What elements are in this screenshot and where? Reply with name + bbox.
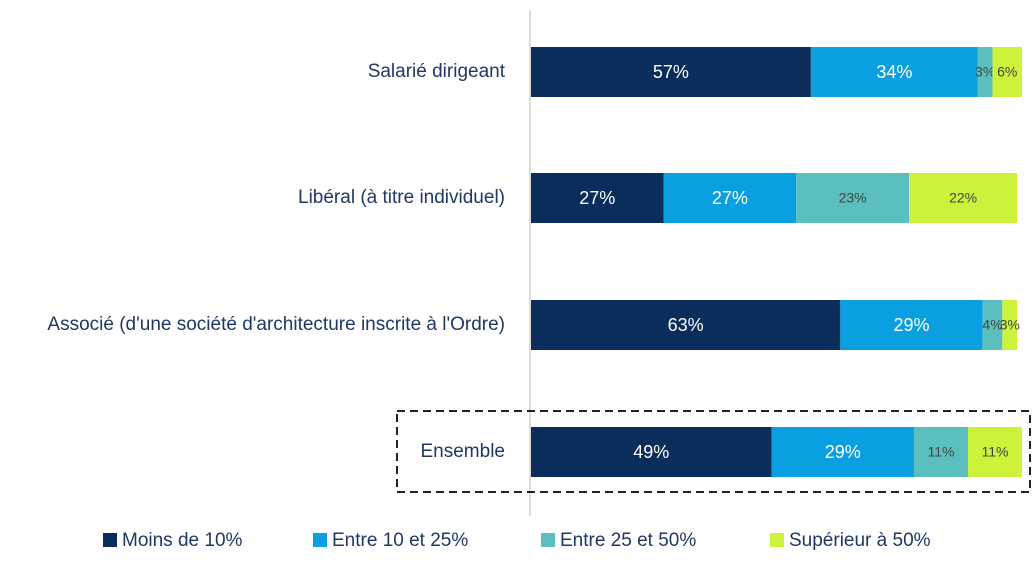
legend-label: Supérieur à 50%: [789, 530, 931, 551]
value-label: 27%: [579, 188, 615, 208]
bar-segment: [1002, 300, 1018, 350]
category-label-box: Associé (d'une société d'architecture in…: [5, 285, 505, 365]
bar-segment: [840, 300, 983, 350]
legend-label: Entre 25 et 50%: [560, 530, 696, 551]
legend-swatch: [770, 533, 784, 547]
value-label: 6%: [997, 64, 1017, 80]
bar-segment: [977, 47, 993, 97]
legend-label: Entre 10 et 25%: [332, 530, 468, 551]
bar-segment: [531, 173, 664, 223]
bar-segment: [771, 427, 914, 477]
category-label-box: Ensemble: [5, 412, 506, 492]
category-label: Libéral (à titre individuel): [298, 187, 505, 208]
legend-swatch: [541, 533, 555, 547]
value-label: 63%: [668, 315, 704, 335]
value-label: 11%: [927, 444, 954, 460]
highlight-box: [396, 410, 1031, 493]
bar-segment: [796, 173, 910, 223]
value-label: 27%: [712, 188, 748, 208]
bar-segment: [531, 427, 772, 477]
value-label: 29%: [894, 315, 930, 335]
bar-segment: [663, 173, 797, 223]
bar-segment: [909, 173, 1018, 223]
category-label: Ensemble: [420, 441, 506, 462]
category-label: Salarié dirigeant: [367, 61, 505, 82]
value-label: 49%: [633, 442, 669, 462]
bar-segment: [913, 427, 968, 477]
value-label: 3%: [1000, 317, 1020, 333]
category-label-box: Salarié dirigeant: [5, 32, 505, 112]
legend-swatch: [313, 533, 327, 547]
bar-segment: [810, 47, 978, 97]
value-label: 34%: [876, 62, 912, 82]
legend-swatch: [103, 533, 117, 547]
value-label: 23%: [839, 190, 867, 206]
category-label: Associé (d'une société d'architecture in…: [47, 314, 505, 335]
bar-segment: [992, 47, 1022, 97]
bar-segment: [967, 427, 1022, 477]
value-label: 11%: [982, 444, 1009, 460]
legend-label: Moins de 10%: [122, 530, 243, 551]
category-label-box: Libéral (à titre individuel): [5, 158, 505, 238]
bar-segment: [531, 300, 841, 350]
value-label: 3%: [975, 64, 995, 80]
bar-segment: [531, 47, 811, 97]
value-label: 22%: [949, 190, 977, 206]
value-label: 4%: [982, 317, 1002, 333]
bar-segment: [982, 300, 1003, 350]
value-label: 57%: [653, 62, 689, 82]
value-label: 29%: [825, 442, 861, 462]
